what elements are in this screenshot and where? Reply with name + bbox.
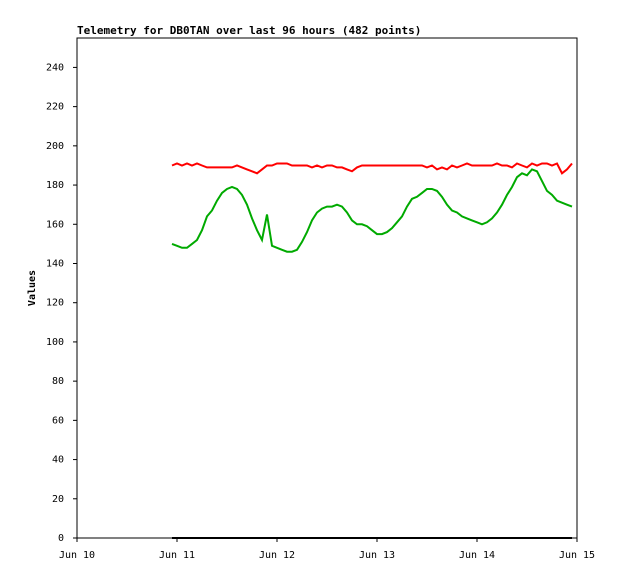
chart-title: Telemetry for DB0TAN over last 96 hours …: [77, 24, 421, 37]
y-tick-label: 220: [46, 102, 64, 113]
y-tick-label: 20: [52, 494, 64, 505]
y-tick-label: 100: [46, 337, 64, 348]
y-tick-label: 140: [46, 258, 64, 269]
x-tick-label: Jun 12: [259, 550, 295, 561]
x-tick-label: Jun 11: [159, 550, 195, 561]
x-tick-label: Jun 13: [359, 550, 395, 561]
y-axis-label: Values: [27, 270, 38, 306]
y-tick-label: 200: [46, 141, 64, 152]
y-tick-label: 40: [52, 455, 64, 466]
y-tick-label: 120: [46, 298, 64, 309]
x-tick-label: Jun 10: [59, 550, 95, 561]
y-tick-label: 0: [58, 533, 64, 544]
series-line: [171, 162, 573, 175]
y-tick-label: 80: [52, 376, 64, 387]
x-tick-label: Jun 14: [459, 550, 495, 561]
y-tick-label: 240: [46, 62, 64, 73]
y-tick-label: 180: [46, 180, 64, 191]
y-tick-label: 60: [52, 415, 64, 426]
y-tick-label: 160: [46, 219, 64, 230]
series-line: [171, 168, 573, 253]
x-tick-label: Jun 15: [559, 550, 595, 561]
